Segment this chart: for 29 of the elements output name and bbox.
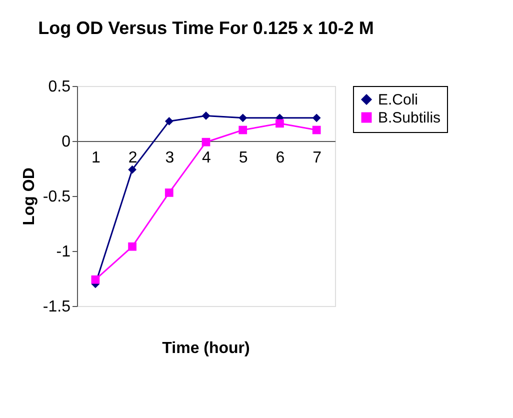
y-axis-title: Log OD bbox=[20, 168, 38, 226]
point bbox=[164, 117, 174, 126]
point bbox=[128, 242, 136, 251]
point bbox=[128, 165, 136, 174]
x-tick-label: 1 bbox=[91, 150, 100, 166]
point bbox=[238, 114, 248, 122]
x-tick-label: 4 bbox=[202, 150, 212, 166]
point bbox=[164, 188, 174, 197]
legend-label: B.Subtilis bbox=[378, 110, 441, 126]
x-tick-label: 2 bbox=[128, 150, 138, 166]
legend-label: E.Coli bbox=[378, 92, 418, 108]
y-tick-label: -1.5 bbox=[42, 298, 71, 316]
point bbox=[202, 138, 210, 146]
point bbox=[238, 126, 248, 134]
y-tick-label: -1 bbox=[56, 244, 71, 260]
point bbox=[312, 114, 321, 122]
x-tick-label: 6 bbox=[276, 150, 285, 166]
x-tick-label: 7 bbox=[312, 150, 322, 166]
y-tick-label: 0 bbox=[62, 134, 71, 150]
y-tick-label: -0.5 bbox=[42, 188, 71, 206]
point bbox=[202, 112, 210, 120]
x-tick-label: 3 bbox=[165, 150, 174, 166]
point bbox=[276, 119, 284, 128]
x-tick-label: 5 bbox=[238, 150, 248, 166]
chart-title: Log OD Versus Time For 0.125 x 10-2 M bbox=[38, 18, 374, 38]
y-tick-label: 0.5 bbox=[48, 78, 71, 96]
x-axis-title: Time (hour) bbox=[162, 340, 250, 357]
point bbox=[91, 275, 100, 284]
point bbox=[312, 126, 321, 134]
